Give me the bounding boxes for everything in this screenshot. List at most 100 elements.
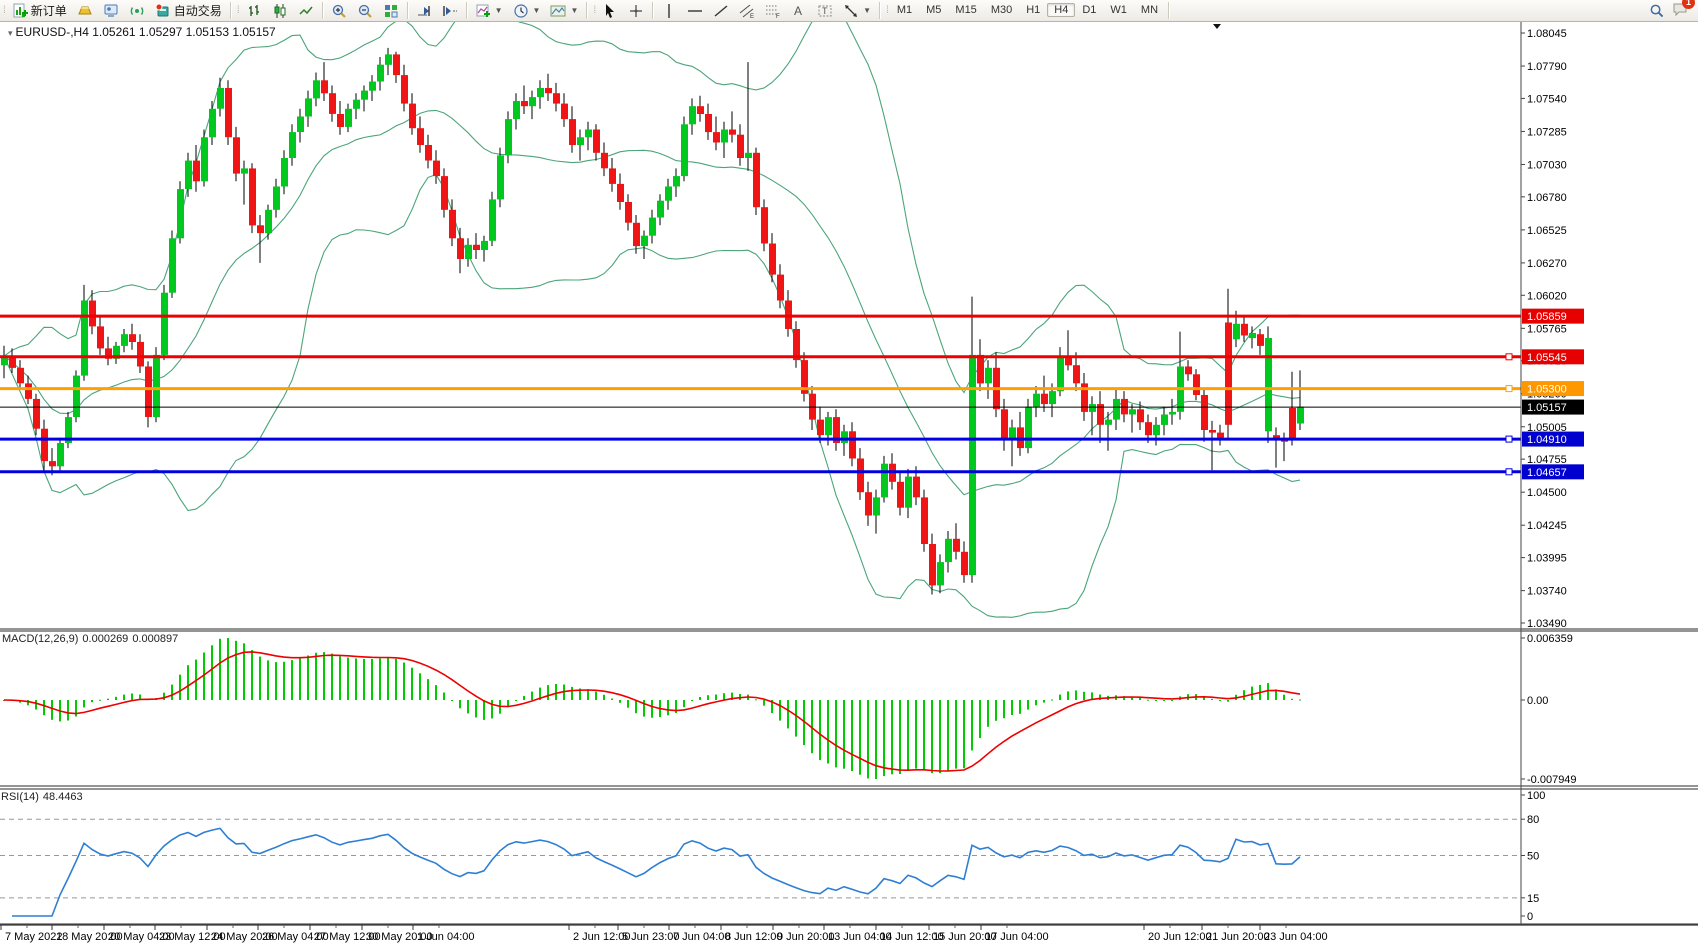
candle-body-up bbox=[529, 97, 536, 107]
template-button[interactable]: ▼ bbox=[545, 0, 583, 21]
candle-body-down bbox=[25, 383, 32, 399]
macd-bar bbox=[91, 700, 93, 703]
candle-body-up bbox=[1105, 419, 1112, 425]
candle-body-down bbox=[1225, 322, 1232, 425]
arrows-tool-button[interactable]: ▼ bbox=[838, 0, 876, 21]
candle-body-up bbox=[577, 137, 584, 146]
macd-bar bbox=[859, 700, 861, 775]
candle-body-up bbox=[1161, 414, 1168, 425]
bar-chart-icon bbox=[248, 4, 259, 16]
time-tick-label: 9 Jun 20:00 bbox=[777, 931, 835, 943]
timeframe-button-M15[interactable]: M15 bbox=[955, 4, 977, 16]
gold-button[interactable] bbox=[72, 0, 98, 21]
add-indicator-button[interactable]: ▼ bbox=[470, 0, 508, 21]
notifications-button[interactable]: 1 bbox=[1672, 0, 1695, 20]
timeframe-button-M5[interactable]: M5 bbox=[926, 4, 942, 16]
period-button[interactable]: ▼ bbox=[508, 0, 546, 21]
fibonacci-tool-button[interactable]: F bbox=[760, 0, 786, 21]
macd-bar bbox=[883, 700, 885, 777]
macd-bar bbox=[1051, 699, 1053, 701]
auto-scroll-button[interactable] bbox=[411, 0, 437, 21]
candle-body-down bbox=[441, 176, 448, 210]
search-icon[interactable] bbox=[1649, 3, 1664, 18]
horizontal-line-tool-button[interactable] bbox=[682, 0, 708, 21]
remote-terminal-button[interactable] bbox=[98, 0, 124, 21]
autotrade-button[interactable]: 自动交易 bbox=[150, 0, 227, 21]
symbol-marker-icon: ▾ bbox=[8, 28, 13, 38]
trendline-tool-button[interactable] bbox=[708, 0, 734, 21]
macd-bar bbox=[627, 700, 629, 708]
candle-body-down bbox=[705, 114, 712, 133]
hline-anchor-square[interactable] bbox=[1505, 385, 1513, 393]
channel-tool-button[interactable]: E bbox=[734, 0, 760, 21]
macd-bar bbox=[675, 700, 677, 713]
timeframe-button-H4[interactable]: H4 bbox=[1047, 3, 1076, 17]
macd-bar bbox=[611, 698, 613, 700]
candle-body-up bbox=[73, 375, 80, 417]
toolbar-separator bbox=[879, 2, 881, 19]
timeframe-button-H1[interactable]: H1 bbox=[1026, 4, 1041, 16]
toolbar-separator bbox=[229, 2, 231, 19]
candle-body-down bbox=[9, 356, 16, 368]
macd-bar bbox=[259, 656, 261, 700]
macd-bar bbox=[1291, 698, 1293, 700]
rsi-axis-label: 80 bbox=[1527, 814, 1539, 826]
candle-body-up bbox=[113, 345, 120, 359]
timeframe-button-M1[interactable]: M1 bbox=[896, 4, 913, 16]
chart-shift-button[interactable] bbox=[437, 0, 463, 21]
bar-chart-type-button[interactable] bbox=[241, 0, 267, 21]
candle-body-down bbox=[401, 75, 408, 104]
price-badge-label: 1.04657 bbox=[1527, 467, 1567, 479]
tile-windows-button[interactable] bbox=[378, 0, 404, 21]
text-tool-button[interactable]: A bbox=[786, 0, 812, 21]
chart-shift-marker-icon bbox=[1213, 24, 1221, 29]
hline-anchor-square[interactable] bbox=[1505, 435, 1513, 443]
rsi-axis-label: 0 bbox=[1527, 911, 1533, 923]
macd-bar bbox=[467, 700, 469, 714]
label-tool-button[interactable]: T bbox=[812, 0, 838, 21]
macd-main-value: 0.000269 bbox=[82, 633, 129, 645]
macd-bar bbox=[83, 700, 85, 708]
zoom-out-button[interactable] bbox=[352, 0, 378, 21]
candle-body-down bbox=[953, 538, 960, 552]
macd-bar bbox=[1275, 689, 1277, 700]
crosshair-tool-button[interactable] bbox=[623, 0, 649, 21]
gold-icon bbox=[78, 6, 92, 14]
candle-body-up bbox=[1, 356, 8, 366]
macd-bar bbox=[283, 661, 285, 700]
macd-bar bbox=[699, 697, 701, 700]
candle-body-up bbox=[497, 155, 504, 200]
rsi-line bbox=[12, 827, 1301, 917]
candle-body-down bbox=[1185, 366, 1192, 375]
candle-body-down bbox=[697, 106, 704, 114]
timeframe-button-W1[interactable]: W1 bbox=[1110, 4, 1127, 16]
price-badge-label: 1.04910 bbox=[1527, 434, 1567, 446]
cursor-tool-button[interactable] bbox=[597, 0, 623, 21]
price-badge-label: 1.05157 bbox=[1527, 402, 1567, 414]
new-order-button[interactable]: 新订单 bbox=[7, 0, 72, 21]
macd-bar bbox=[267, 660, 269, 700]
hline-anchor-square[interactable] bbox=[1505, 468, 1513, 476]
macd-bar bbox=[515, 700, 517, 701]
candle-body-up bbox=[1265, 338, 1272, 432]
candlestick-type-button[interactable] bbox=[267, 0, 293, 21]
macd-bar bbox=[1027, 700, 1029, 710]
vertical-line-tool-button[interactable] bbox=[656, 0, 682, 21]
timeframe-button-M30[interactable]: M30 bbox=[990, 4, 1013, 16]
candle-body-down bbox=[1209, 430, 1216, 433]
candle-body-down bbox=[737, 134, 744, 158]
candle-body-up bbox=[81, 300, 88, 376]
zoom-in-button[interactable] bbox=[326, 0, 352, 21]
candle-body-down bbox=[1193, 374, 1200, 395]
price-badge bbox=[1522, 349, 1584, 365]
price-tick-label: 1.06020 bbox=[1527, 290, 1567, 302]
line-chart-type-button[interactable] bbox=[293, 0, 319, 21]
signal-button[interactable] bbox=[124, 0, 150, 21]
timeframe-button-MN[interactable]: MN bbox=[1140, 4, 1159, 16]
candle-body-down bbox=[1217, 432, 1224, 438]
macd-bar bbox=[1099, 694, 1101, 700]
hline-anchor-square[interactable] bbox=[1505, 353, 1513, 361]
candle-body-down bbox=[409, 103, 416, 129]
timeframe-button-D1[interactable]: D1 bbox=[1082, 4, 1097, 16]
